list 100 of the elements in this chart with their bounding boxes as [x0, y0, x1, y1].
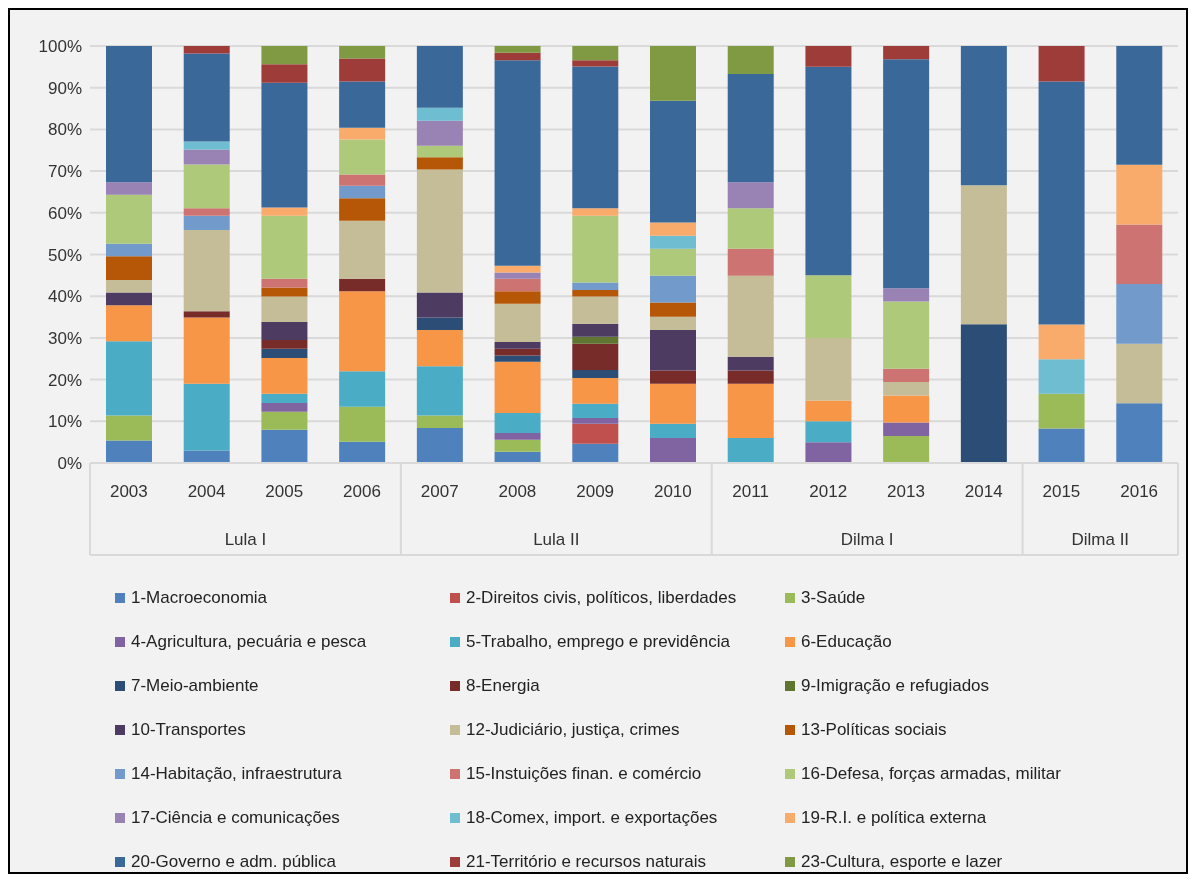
- bar: [727, 248, 774, 276]
- bar: [883, 301, 930, 369]
- bar: [727, 73, 774, 183]
- bar: [106, 256, 152, 280]
- text: Lula I: [224, 530, 267, 549]
- y-tick-label: 90%: [47, 78, 82, 98]
- bar: [183, 311, 230, 318]
- y-tick-label: 10%: [47, 412, 82, 432]
- bar: [494, 439, 541, 452]
- bar: [416, 415, 463, 428]
- legend-label: 23-Cultura, esporte e lazer: [801, 852, 1003, 872]
- bar: [183, 215, 230, 230]
- bar: [1038, 46, 1085, 82]
- legend-label: 16-Defesa, forças armadas, militar: [801, 764, 1061, 784]
- bar: [650, 437, 696, 463]
- bar: [494, 46, 541, 53]
- bar: [572, 423, 619, 444]
- bar: [494, 303, 541, 343]
- bar: [572, 215, 619, 283]
- bar: [883, 382, 930, 396]
- bar: [183, 317, 230, 384]
- bar: [494, 342, 541, 349]
- x-tick-label: 2003: [109, 482, 148, 502]
- bar: [572, 370, 619, 378]
- legend-label: 3-Saúde: [801, 588, 866, 608]
- legend-label: 18-Comex, import. e exportações: [466, 808, 718, 828]
- bar: [494, 60, 541, 266]
- bar: [416, 157, 463, 170]
- bar: [805, 400, 852, 422]
- legend-label: 14-Habitação, infraestrutura: [131, 764, 342, 784]
- bar: [261, 278, 308, 288]
- bar: [650, 46, 696, 101]
- bar: [1038, 81, 1085, 325]
- bar: [339, 291, 386, 372]
- text: Dilma I: [840, 530, 894, 549]
- bar: [183, 164, 230, 209]
- bar: [727, 208, 774, 249]
- bar: [572, 46, 619, 61]
- x-tick-label: 2008: [498, 482, 537, 502]
- bar: [261, 215, 308, 279]
- bar: [261, 296, 308, 323]
- bar: [339, 278, 386, 292]
- x-tick-label: 2009: [576, 482, 615, 502]
- x-tick-label: 2013: [887, 482, 925, 502]
- x-tick-label: 2006: [343, 482, 381, 502]
- bar: [1116, 343, 1163, 404]
- bar: [416, 317, 463, 330]
- bar: [261, 339, 308, 349]
- bar: [183, 208, 230, 216]
- x-tick-label: 2012: [809, 482, 848, 502]
- bar: [727, 356, 774, 371]
- bar: [261, 402, 308, 412]
- bar: [261, 287, 308, 297]
- bar: [805, 421, 852, 443]
- legend-label: 6-Educação: [801, 632, 892, 652]
- bar: [960, 185, 1007, 325]
- y-tick-label: 40%: [47, 287, 82, 307]
- x-tick-label: 2014: [964, 482, 1003, 502]
- bar: [183, 141, 230, 150]
- bar: [960, 324, 1007, 463]
- bar: [805, 337, 852, 401]
- x-tick-label: 2015: [1042, 482, 1081, 502]
- text: Dilma II: [1071, 530, 1130, 549]
- bar: [106, 341, 152, 416]
- legend-label: 21-Território e recursos naturais: [466, 852, 706, 872]
- bar: [572, 377, 619, 404]
- bar: [261, 207, 308, 216]
- bar: [106, 182, 152, 195]
- bar: [650, 370, 696, 384]
- bar: [1116, 224, 1163, 285]
- legend-label: 12-Judiciário, justiça, crimes: [466, 720, 680, 740]
- bar: [261, 82, 308, 208]
- bar: [650, 329, 696, 371]
- bar: [572, 403, 619, 418]
- bar: [883, 288, 930, 302]
- legend-label: 7-Meio-ambiente: [131, 676, 259, 696]
- y-tick-label: 50%: [47, 245, 82, 265]
- bar: [727, 182, 774, 209]
- legend-label: 10-Transportes: [131, 720, 246, 740]
- bar: [494, 432, 541, 440]
- bar: [339, 441, 386, 463]
- bar: [572, 343, 619, 371]
- bar: [883, 59, 930, 289]
- legend-label: 20-Governo e adm. pública: [131, 852, 337, 872]
- bar: [261, 429, 308, 463]
- bar: [106, 279, 152, 293]
- bar: [1038, 324, 1085, 360]
- bar: [727, 437, 774, 463]
- bar: [572, 323, 619, 337]
- bar: [183, 383, 230, 451]
- bar: [650, 423, 696, 438]
- bar: [106, 415, 152, 441]
- y-tick-label: 30%: [47, 328, 82, 348]
- legend-label: 5-Trabalho, emprego e previdência: [466, 632, 730, 652]
- bar: [1116, 164, 1163, 225]
- bar: [805, 46, 852, 67]
- y-tick-label: 70%: [47, 162, 82, 182]
- bar: [416, 427, 463, 463]
- bar: [572, 60, 619, 67]
- bar: [183, 450, 230, 463]
